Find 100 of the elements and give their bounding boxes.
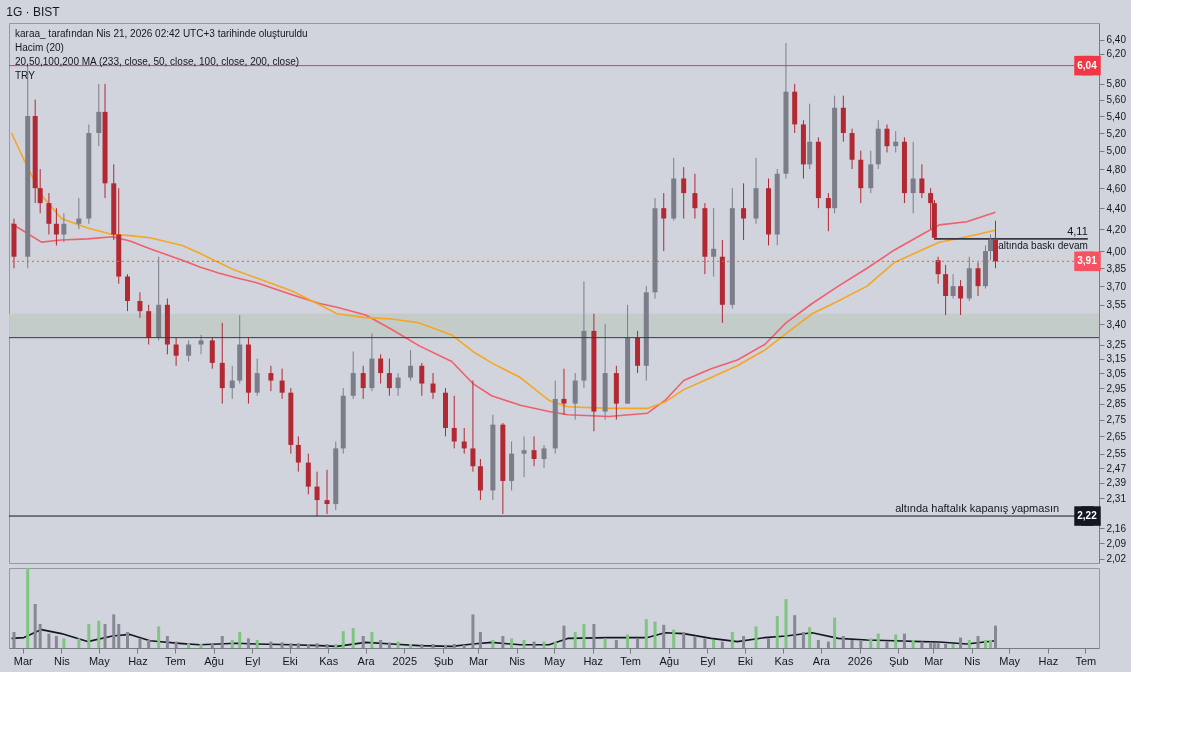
candlestick [229,365,235,400]
bar [712,640,716,648]
y-tick-label: 2,02 [1106,553,1127,565]
bar [157,626,161,648]
bar [280,642,284,648]
x-tick-label: Şub [888,654,909,667]
candlestick [268,365,274,392]
bar [653,621,657,648]
candlestick [988,234,993,261]
annotation: TRY [15,70,36,81]
y-tick-label: 3,15 [1106,353,1127,365]
bar [255,640,259,648]
bar [775,616,779,648]
bar [911,640,915,648]
bar [754,626,758,648]
candlestick [868,150,874,194]
x-tick-label: May [88,654,111,667]
annotation: altında haftalık kapanış yapmasın [895,502,1060,515]
bar [462,644,466,648]
bar [682,632,686,648]
x-tick-label: Şub [433,654,454,667]
bar [993,625,997,648]
y-tick-label: 3,55 [1106,299,1127,311]
candlestick [360,365,366,400]
bar [431,644,435,648]
candlestick [950,273,956,299]
bar [12,632,16,648]
bar [784,599,788,648]
y-tick-label: 5,00 [1106,145,1127,157]
candlestick [958,279,964,316]
candlestick [314,471,320,517]
y-tick-label: 2,16 [1106,522,1127,534]
candlestick [53,207,59,246]
bar [894,634,898,648]
x-tick-label: Tem [164,654,186,667]
candlestick [919,163,925,199]
annotation: Hacim (20) [15,42,64,53]
bar [767,638,771,648]
bar [187,643,191,648]
y-tick-label: 2,09 [1106,537,1127,549]
x-tick-label: May [999,654,1021,667]
x-tick-label: Mar [13,654,34,667]
y-tick-label: 5,40 [1106,110,1127,122]
bar [920,641,924,648]
bar [26,568,30,648]
bar [138,638,142,648]
x-tick-label: Kas [774,654,794,667]
bar [87,624,91,648]
bar [944,644,948,648]
y-tick-label: 2,75 [1106,414,1127,426]
bar [361,636,365,648]
bar [210,643,214,648]
bar [54,636,58,648]
bar [491,640,495,648]
y-tick-label: 3,40 [1106,318,1127,330]
candlestick [661,192,667,252]
x-tick-label: Eki [282,654,298,667]
y-tick-label: 5,80 [1106,78,1127,90]
y-tick-label: 6,20 [1106,48,1127,60]
bar [808,627,812,648]
candlestick [935,256,941,285]
candlestick [451,395,457,449]
bar [672,629,676,648]
x-tick-label: Nis [964,654,981,667]
y-tick-label: 2,31 [1106,492,1127,504]
bar [902,633,906,648]
bar [522,640,526,648]
bar [636,638,640,648]
bar [230,640,234,648]
bar [379,640,383,648]
x-tick-label: Ara [812,654,831,667]
bar [165,636,169,648]
x-tick-label: Eyl [245,654,261,667]
bar [582,624,586,648]
candlestick [470,380,476,473]
bar [269,641,273,648]
ref-line-label: 6,04 [1077,59,1098,71]
bar [396,641,400,648]
x-tick-label: Ağu [659,654,680,667]
line-series [10,211,997,418]
bar [315,643,319,648]
bar [553,641,557,648]
bar [289,643,293,648]
bar [117,624,121,648]
candlestick [350,350,356,400]
bar [444,644,447,648]
y-tick-label: 2,95 [1106,382,1127,394]
bar [573,632,577,648]
x-tick-label: Haz [1038,654,1059,667]
y-tick-label: 2,65 [1106,430,1127,442]
candlestick [96,83,102,147]
bar [989,640,992,648]
bar [532,641,536,648]
candlestick [419,362,425,397]
annotation: karaa_ tarafından Nis 21, 2026 02:42 UTC+3 tarihinde oluşturuldu [15,28,308,39]
bar [876,633,880,648]
bar [801,632,805,648]
bar [542,641,546,648]
candlestick [408,349,414,382]
bar [325,644,329,648]
